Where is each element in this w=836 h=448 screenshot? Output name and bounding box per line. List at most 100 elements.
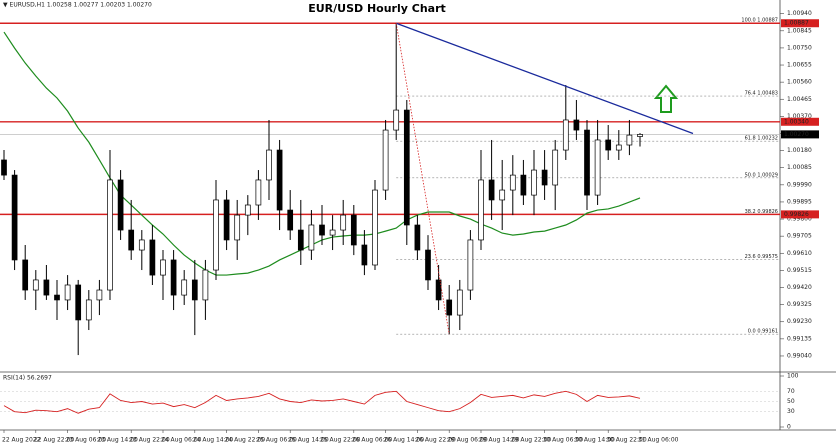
x-tick-label: 24 Aug 14:00 [193, 437, 234, 444]
y-tick-label: 1.00465 [787, 96, 812, 103]
fib-label: 0.0 0.99161 [748, 329, 778, 335]
candle-body [467, 239, 474, 291]
y-tick-label: 0.99230 [787, 318, 812, 325]
candle-body [446, 299, 453, 316]
rsi-tick-label: 50 [787, 398, 795, 405]
candle-body [191, 279, 198, 301]
x-tick-label: 29 Aug 22:00 [511, 437, 552, 444]
x-tick-label: 25 Aug 22:00 [320, 437, 361, 444]
x-tick-label: 29 Aug 06:00 [447, 437, 488, 444]
candle-body [456, 289, 463, 316]
candle-body [64, 284, 71, 301]
candle-body [414, 224, 421, 251]
candle-body [96, 289, 103, 301]
symbol-header: ▼ EURUSD,H1 1.00258 1.00277 1.00203 1.00… [3, 2, 152, 9]
candle-body [478, 179, 484, 241]
rsi-tick-label: 70 [787, 388, 795, 395]
candle-body [531, 169, 537, 196]
candle-body [160, 259, 166, 276]
candle-body [54, 294, 60, 301]
last-price-label: 1.00270 [784, 131, 809, 138]
rsi-title: RSI(14) 56.2697 [3, 375, 52, 382]
candle-body [255, 179, 262, 206]
candle-body [149, 239, 156, 276]
candle-body [297, 229, 304, 251]
candle-body [181, 279, 188, 296]
candle-body [605, 139, 612, 151]
candle-body [425, 249, 431, 281]
candle-body [1, 159, 7, 176]
candle-body [520, 174, 527, 196]
y-tick-label: 0.99040 [787, 352, 812, 359]
candle-body [85, 299, 92, 321]
candle-body [319, 224, 325, 236]
candle-body [11, 174, 18, 261]
y-tick-label: 0.99990 [787, 181, 812, 188]
y-tick-label: 1.00370 [787, 113, 812, 120]
y-tick-label: 0.99325 [787, 301, 812, 308]
y-tick-label: 1.00180 [787, 147, 812, 154]
fib-label: 61.8 1.00232 [745, 136, 778, 142]
y-tick-label: 0.99800 [787, 216, 812, 223]
y-tick-label: 0.99610 [787, 250, 812, 257]
candle-body [128, 229, 135, 251]
candle-body [213, 199, 219, 271]
candle-body [541, 169, 548, 186]
x-tick-label: 22 Aug 22:00 [34, 437, 75, 444]
candle-body [403, 109, 410, 226]
rsi-tick-label: 0 [787, 424, 791, 431]
candle-body [276, 149, 283, 211]
x-tick-label: 24 Aug 22:00 [225, 437, 266, 444]
candle-body [138, 239, 145, 251]
candle-body [393, 109, 400, 131]
y-tick-label: 1.00560 [787, 79, 812, 86]
x-tick-label: 30 Aug 22:00 [606, 437, 647, 444]
x-tick-label: 23 Aug 22:00 [129, 437, 170, 444]
level-label: 1.00340 [784, 118, 809, 125]
fib-label: 100.0 1.00887 [741, 18, 778, 24]
y-tick-label: 1.00940 [787, 10, 812, 17]
level-box [781, 117, 819, 126]
x-tick-label: 25 Aug 06:00 [256, 437, 297, 444]
y-tick-label: 1.00655 [787, 62, 812, 69]
x-tick-label: 24 Aug 06:00 [161, 437, 202, 444]
rsi-tick-label: 100 [787, 373, 799, 380]
candle-body [562, 119, 569, 151]
x-tick-label: 30 Aug 14:00 [574, 437, 615, 444]
level-label: 0.99826 [784, 211, 809, 218]
last-price-box [781, 130, 819, 139]
chart-title: EUR/USD Hourly Chart [308, 2, 446, 15]
x-tick-label: 23 Aug 06:00 [66, 437, 107, 444]
candle-body [626, 134, 633, 146]
rsi-tick-label: 30 [787, 408, 795, 415]
x-tick-label: 22 Aug 2022 [2, 437, 41, 444]
y-tick-label: 1.00085 [787, 164, 812, 171]
y-tick-label: 0.99515 [787, 267, 812, 274]
candle-body [234, 214, 241, 241]
y-tick-label: 0.99705 [787, 233, 812, 240]
candle-body [75, 284, 82, 321]
candle-body [287, 209, 294, 231]
x-tick-label: 26 Aug 22:00 [415, 437, 456, 444]
candle-body [584, 129, 590, 196]
candle-body [308, 224, 315, 251]
candle-body [361, 244, 368, 266]
candle-body [202, 269, 209, 301]
level-box [781, 19, 819, 28]
candle-body [170, 259, 177, 296]
fib-label: 50.0 1.00029 [745, 172, 778, 178]
candle-body [382, 129, 389, 191]
candle-body [552, 149, 559, 186]
y-tick-label: 0.99895 [787, 198, 812, 205]
candle-body [350, 214, 357, 246]
x-tick-label: 29 Aug 14:00 [479, 437, 520, 444]
candle-body [117, 179, 124, 231]
fib-label: 76.4 1.00483 [745, 91, 778, 97]
candle-body [372, 189, 378, 266]
candle-body [573, 119, 580, 131]
y-tick-label: 0.99420 [787, 284, 812, 291]
x-tick-label: 31 Aug 06:00 [638, 437, 679, 444]
up-arrow [653, 84, 679, 113]
candle-body [266, 149, 272, 181]
